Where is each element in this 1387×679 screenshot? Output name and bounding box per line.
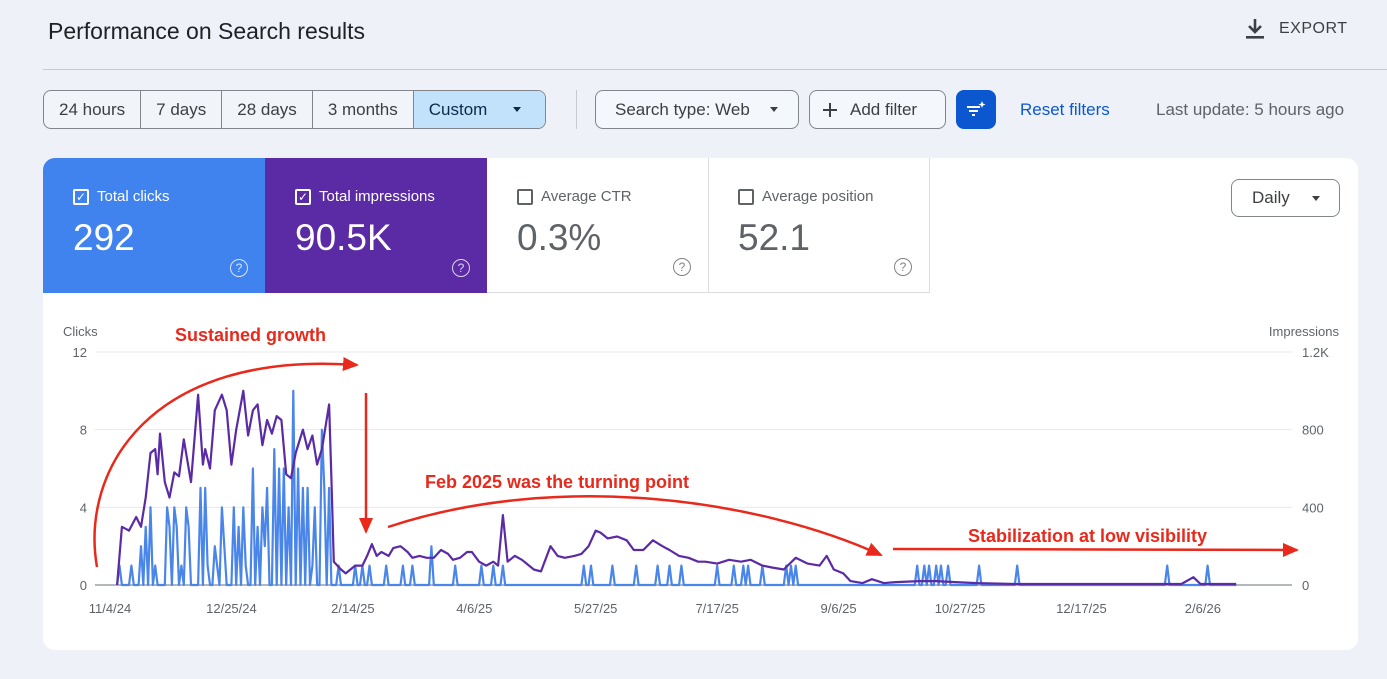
header-divider — [43, 69, 1387, 70]
right-tick-label: 1.2K — [1302, 345, 1329, 360]
metric-total-clicks[interactable]: ✓ Total clicks 292 ? — [43, 158, 265, 293]
x-tick-label: 2/6/26 — [1185, 601, 1221, 616]
right-tick-label: 800 — [1302, 423, 1324, 438]
caret-down-icon — [513, 107, 522, 112]
granularity-label: Daily — [1252, 188, 1290, 207]
last-update-text: Last update: 5 hours ago — [1156, 100, 1345, 119]
caret-down-icon — [1311, 195, 1320, 201]
x-tick-label: 4/6/25 — [456, 601, 492, 616]
caret-down-icon — [769, 107, 778, 112]
metric-value: 90.5K — [295, 217, 392, 258]
help-icon[interactable]: ? — [894, 258, 912, 276]
x-tick-label: 11/4/24 — [89, 601, 131, 616]
metric-label: Average position — [762, 188, 874, 205]
range-custom[interactable]: Custom — [413, 91, 546, 128]
metric-label: Total impressions — [319, 188, 435, 205]
search-type-label: Search type: Web — [615, 99, 750, 119]
metric-label: Average CTR — [541, 188, 632, 205]
x-tick-label: 5/27/25 — [574, 601, 617, 616]
metric-average-ctr[interactable]: Average CTR 0.3% ? — [487, 158, 709, 293]
annotation-arrow-decline — [387, 495, 883, 557]
left-axis-label: Clicks — [63, 324, 98, 339]
range-custom-label: Custom — [428, 99, 488, 119]
annotation-arrow-stable — [892, 542, 1299, 557]
left-tick-label: 4 — [80, 500, 87, 515]
x-tick-label: 2/14/25 — [331, 601, 374, 616]
page-title: Performance on Search results — [48, 18, 366, 44]
checkbox-checked-icon[interactable]: ✓ — [295, 188, 311, 205]
checkbox-unchecked-icon[interactable] — [738, 188, 754, 205]
help-icon[interactable]: ? — [673, 258, 691, 276]
performance-card: ✓ Total clicks 292 ? ✓ Total impressions 9… — [43, 158, 1358, 650]
search-type-dropdown[interactable]: Search type: Web — [595, 90, 799, 129]
annotation-stabilization: Stabilization at low visibility — [968, 526, 1207, 546]
help-icon[interactable]: ? — [452, 259, 470, 277]
metric-value: 292 — [73, 217, 135, 258]
impressions-line — [116, 389, 1237, 586]
range-3-months[interactable]: 3 months — [313, 91, 414, 128]
metric-average-position[interactable]: Average position 52.1 ? — [708, 158, 930, 293]
checkbox-checked-icon[interactable]: ✓ — [73, 188, 89, 205]
export-button[interactable]: EXPORT — [1245, 18, 1348, 40]
help-icon[interactable]: ? — [230, 259, 248, 277]
left-tick-label: 0 — [80, 578, 87, 593]
right-tick-label: 400 — [1302, 500, 1324, 515]
plus-icon — [823, 102, 837, 117]
annotation-sustained-growth: Sustained growth — [175, 325, 326, 345]
toolbar-separator — [576, 90, 577, 129]
right-tick-label: 0 — [1302, 578, 1309, 593]
metric-value: 0.3% — [517, 217, 602, 258]
x-tick-label: 12/17/25 — [1056, 601, 1107, 616]
annotation-arrow-growth — [93, 357, 359, 568]
add-filter-button[interactable]: Add filter — [809, 90, 946, 129]
date-range-selector: 24 hours 7 days 28 days 3 months Custom — [43, 90, 547, 129]
export-label: EXPORT — [1279, 20, 1348, 37]
annotation-turning-point: Feb 2025 was the turning point — [425, 472, 689, 492]
left-tick-label: 8 — [80, 423, 87, 438]
x-tick-label: 7/17/25 — [695, 601, 738, 616]
x-tick-label: 9/6/25 — [821, 601, 857, 616]
left-tick-label: 12 — [73, 345, 87, 360]
granularity-dropdown[interactable]: Daily — [1231, 179, 1340, 217]
range-7-days[interactable]: 7 days — [141, 91, 223, 128]
x-tick-label: 10/27/25 — [935, 601, 986, 616]
add-filter-label: Add filter — [850, 99, 918, 119]
x-tick-label: 12/25/24 — [206, 601, 257, 616]
filter-suggestions-button[interactable] — [956, 90, 996, 129]
download-icon — [1246, 19, 1264, 39]
filter-sparkle-icon — [967, 100, 986, 116]
range-28-days[interactable]: 28 days — [222, 91, 313, 128]
checkbox-unchecked-icon[interactable] — [517, 188, 533, 205]
range-24-hours[interactable]: 24 hours — [44, 91, 142, 128]
right-axis-label: Impressions — [1269, 324, 1340, 339]
metric-total-impressions[interactable]: ✓ Total impressions 90.5K ? — [265, 158, 487, 293]
reset-filters-link[interactable]: Reset filters — [1020, 100, 1110, 119]
metric-label: Total clicks — [97, 188, 170, 205]
metric-value: 52.1 — [738, 217, 811, 258]
